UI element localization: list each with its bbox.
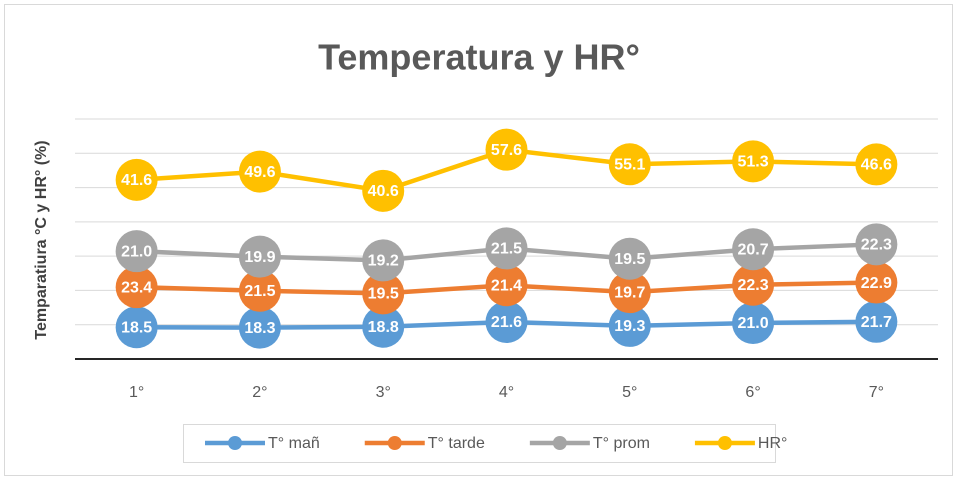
data-label: 19.2 bbox=[368, 253, 399, 270]
chart-frame bbox=[4, 4, 953, 476]
x-tick-label: 5° bbox=[622, 384, 637, 401]
data-label: 23.4 bbox=[121, 279, 152, 296]
data-marker bbox=[115, 158, 158, 201]
y-axis-label: Temparatiura °C y HR° (%) bbox=[33, 140, 50, 339]
x-tick-label: 6° bbox=[745, 384, 760, 401]
data-marker bbox=[485, 300, 528, 343]
data-marker bbox=[238, 150, 281, 193]
data-label: 22.9 bbox=[861, 275, 892, 292]
data-label: 21.0 bbox=[121, 243, 152, 260]
data-label: 18.3 bbox=[244, 320, 275, 337]
data-label: 41.6 bbox=[121, 172, 152, 189]
data-label: 18.5 bbox=[121, 320, 152, 337]
data-label: 22.3 bbox=[738, 277, 769, 294]
data-marker bbox=[238, 306, 281, 349]
data-label: 19.3 bbox=[614, 318, 645, 335]
x-tick-label: 2° bbox=[252, 384, 267, 401]
data-marker bbox=[608, 237, 651, 280]
data-marker bbox=[608, 271, 651, 314]
data-label: 21.4 bbox=[491, 278, 522, 295]
data-marker bbox=[608, 304, 651, 347]
legend-label: HR° bbox=[758, 435, 788, 452]
grid: 1° 2° 3° 4° 5° 6° 7° bbox=[75, 118, 938, 401]
data-marker bbox=[362, 305, 405, 348]
data-label: 46.6 bbox=[861, 157, 892, 174]
chart-title: Temperatura y HR° bbox=[318, 37, 640, 78]
data-label: 21.5 bbox=[491, 241, 522, 258]
data-label: 21.6 bbox=[491, 314, 522, 331]
data-marker bbox=[115, 266, 158, 309]
data-label: 21.7 bbox=[861, 314, 892, 331]
legend-label: T° mañ bbox=[268, 435, 320, 452]
x-tick-label: 7° bbox=[869, 384, 884, 401]
legend-frame bbox=[183, 424, 776, 463]
data-marker bbox=[362, 169, 405, 212]
x-tick-label: 3° bbox=[376, 384, 391, 401]
data-label: 21.0 bbox=[738, 315, 769, 332]
data-marker bbox=[855, 261, 898, 304]
data-label: 20.7 bbox=[738, 242, 769, 259]
data-marker bbox=[855, 223, 898, 266]
data-marker bbox=[115, 306, 158, 349]
data-label: 55.1 bbox=[614, 156, 645, 173]
plot: 18.5 18.3 18.8 21.6 19.3 21.0 21.7 23.4 21.5 19.5… bbox=[115, 128, 898, 349]
data-marker bbox=[732, 140, 775, 183]
legend: T° mañ T° tarde T° prom HR° bbox=[205, 435, 787, 452]
data-label: 21.5 bbox=[244, 283, 275, 300]
legend-label: T° tarde bbox=[428, 435, 485, 452]
data-marker bbox=[855, 300, 898, 343]
legend-swatch-marker bbox=[717, 436, 732, 450]
data-label: 57.6 bbox=[491, 142, 522, 159]
x-tick-label: 1° bbox=[129, 384, 144, 401]
data-label: 51.3 bbox=[738, 154, 769, 171]
data-label: 22.3 bbox=[861, 237, 892, 254]
data-marker bbox=[115, 230, 158, 273]
legend-swatch-marker bbox=[387, 436, 402, 450]
data-marker bbox=[485, 128, 528, 171]
data-marker bbox=[608, 143, 651, 186]
data-label: 40.6 bbox=[368, 183, 399, 200]
data-marker bbox=[855, 143, 898, 186]
data-marker bbox=[238, 235, 281, 278]
data-marker bbox=[485, 227, 528, 270]
data-label: 49.6 bbox=[244, 164, 275, 181]
data-marker bbox=[362, 239, 405, 282]
legend-swatch-marker bbox=[228, 436, 242, 450]
data-label: 19.5 bbox=[368, 286, 399, 303]
data-marker bbox=[732, 228, 775, 271]
data-marker bbox=[732, 302, 775, 344]
legend-swatch-marker bbox=[552, 436, 567, 450]
data-label: 18.8 bbox=[368, 319, 399, 336]
data-marker bbox=[238, 269, 281, 312]
data-marker bbox=[362, 272, 405, 315]
data-label: 19.5 bbox=[614, 251, 645, 268]
data-marker bbox=[485, 264, 528, 307]
data-label: 19.7 bbox=[614, 284, 645, 301]
data-marker bbox=[732, 263, 775, 306]
data-label: 19.9 bbox=[244, 249, 275, 266]
x-tick-label: 4° bbox=[499, 384, 514, 401]
legend-label: T° prom bbox=[593, 435, 650, 452]
